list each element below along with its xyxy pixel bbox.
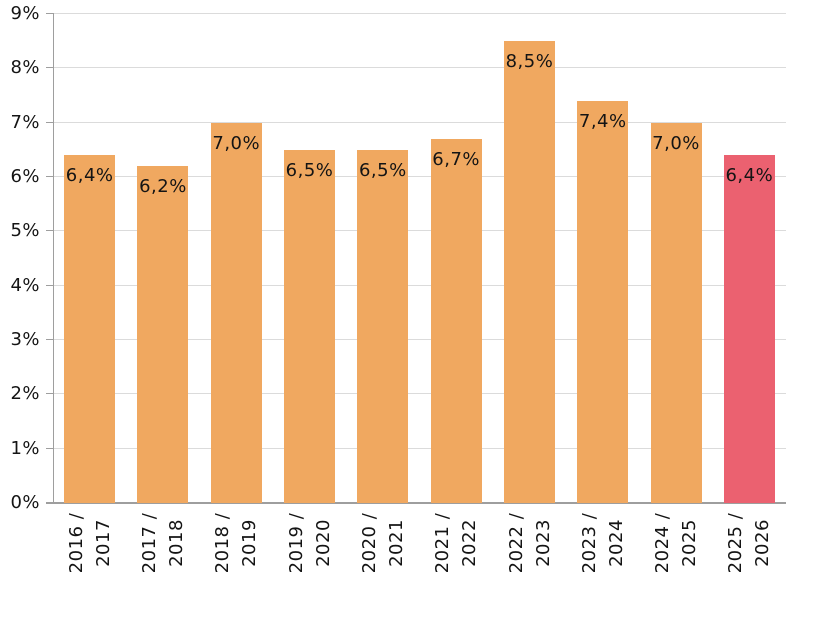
gridline: [53, 285, 786, 286]
bar: [284, 149, 336, 503]
y-tick-mark: [46, 176, 54, 177]
bar-value-label: 6,5%: [285, 159, 334, 181]
bar-value-label: 7,4%: [578, 110, 627, 132]
y-axis-tick-label: 8%: [10, 57, 40, 79]
gridline: [53, 339, 786, 340]
gridline: [53, 13, 786, 14]
y-axis-tick-label: 5%: [10, 220, 40, 242]
bar-value-label: 7,0%: [652, 132, 700, 154]
gridline: [53, 176, 786, 177]
bar-highlighted: [723, 155, 775, 503]
y-tick-mark: [46, 285, 54, 286]
gridline: [53, 122, 786, 123]
y-tick-mark: [46, 230, 54, 231]
y-axis-tick-label: 7%: [10, 111, 40, 133]
gridline: [53, 448, 786, 449]
bar: [430, 139, 482, 503]
x-axis-tick-label: 2020 / 2021: [358, 512, 407, 574]
bar-value-label: 6,5%: [358, 159, 407, 181]
bar-value-label: 6,4%: [725, 165, 774, 187]
y-tick-mark: [46, 122, 54, 123]
bar: [650, 122, 702, 503]
y-tick-mark: [46, 67, 54, 68]
x-axis-tick-label: 2021 / 2022: [432, 512, 481, 574]
bar: [64, 155, 116, 503]
x-axis-tick-label: 2022 / 2023: [505, 512, 554, 574]
bar-value-label: 8,5%: [505, 51, 554, 73]
x-axis-line: [46, 502, 786, 504]
bar-value-label: 6,7%: [432, 149, 481, 170]
y-axis-tick-label: 3%: [10, 329, 40, 350]
x-axis-tick-label: 2018 / 2019: [212, 512, 261, 574]
bar: [577, 100, 629, 503]
y-tick-mark: [46, 339, 54, 340]
x-axis-tick-label: 2024 / 2025: [652, 512, 700, 574]
bar: [210, 122, 262, 503]
y-tick-mark: [46, 448, 54, 449]
bar: [137, 166, 189, 503]
y-axis-line: [53, 14, 54, 503]
y-axis-tick-label: 1%: [10, 437, 40, 459]
x-axis-tick-label: 2019 / 2020: [285, 512, 334, 574]
bar: [357, 149, 409, 503]
x-axis-tick-label: 2023 / 2024: [578, 512, 627, 574]
bar-value-label: 6,4%: [65, 165, 114, 187]
bar-value-label: 7,0%: [212, 132, 261, 154]
gridline: [53, 67, 786, 68]
gridline: [53, 230, 786, 231]
y-axis-tick-label: 0%: [10, 492, 40, 513]
x-axis-tick-label: 2025 / 2026: [725, 512, 774, 574]
x-axis-tick-label: 2016 / 2017: [65, 512, 114, 574]
gridline: [53, 393, 786, 394]
y-tick-mark: [46, 13, 54, 14]
x-axis-tick-label: 2017 / 2018: [138, 512, 187, 574]
y-axis-tick-label: 6%: [10, 166, 40, 187]
y-axis-tick-label: 4%: [10, 274, 40, 296]
y-axis-tick-label: 2%: [10, 383, 40, 405]
bar: [504, 41, 555, 503]
bar-value-label: 6,2%: [139, 176, 187, 198]
y-tick-mark: [46, 393, 54, 394]
y-axis-tick-label: 9%: [10, 3, 40, 24]
